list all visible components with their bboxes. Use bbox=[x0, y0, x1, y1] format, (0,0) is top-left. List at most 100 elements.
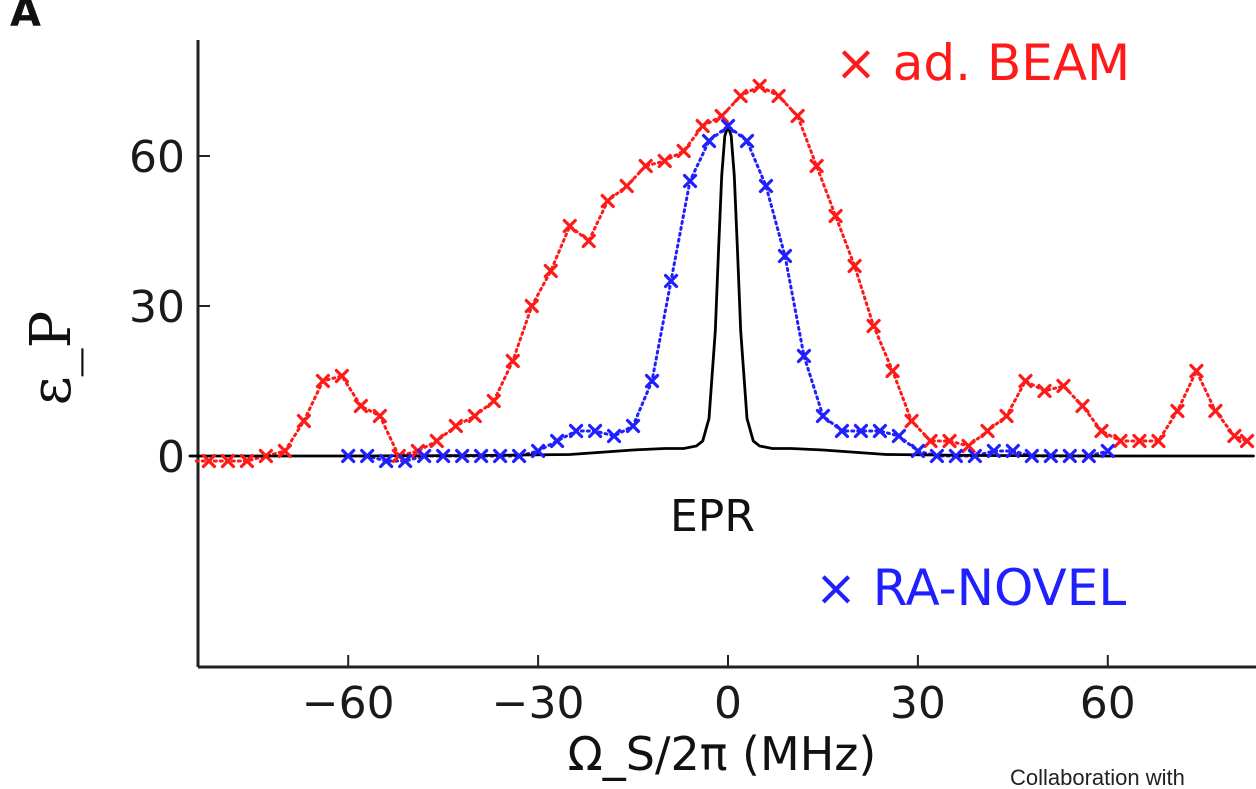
data-point-ra-novel bbox=[1043, 448, 1058, 464]
data-point-ad-beam bbox=[334, 368, 349, 384]
x-tick-label: 0 bbox=[714, 678, 742, 729]
data-point-ra-novel bbox=[853, 423, 869, 439]
panel-letter: A bbox=[10, 0, 41, 36]
data-point-ad-beam bbox=[600, 193, 615, 209]
data-point-ad-beam bbox=[828, 208, 843, 224]
data-point-ra-novel bbox=[986, 443, 1001, 459]
data-point-ra-novel bbox=[663, 273, 679, 289]
data-point-ad-beam bbox=[220, 453, 236, 469]
epr-annotation: EPR bbox=[670, 491, 755, 542]
data-point-ra-novel bbox=[549, 433, 565, 449]
data-point-ad-beam bbox=[1132, 433, 1147, 449]
data-point-ad-beam bbox=[1075, 398, 1090, 414]
data-point-ad-beam bbox=[619, 178, 634, 194]
data-point-ad-beam bbox=[1170, 403, 1185, 419]
data-point-ra-novel bbox=[720, 118, 736, 134]
y-tick-label: 30 bbox=[129, 282, 185, 333]
data-point-ra-novel bbox=[910, 443, 926, 459]
data-point-ad-beam bbox=[942, 433, 957, 449]
data-point-ra-novel bbox=[587, 423, 603, 439]
data-point-ra-novel bbox=[1062, 448, 1077, 464]
series-line-epr bbox=[188, 121, 1255, 458]
data-point-ad-beam bbox=[239, 453, 255, 469]
data-point-ra-novel bbox=[625, 418, 641, 434]
data-point-ad-beam bbox=[1208, 403, 1223, 419]
data-point-ad-beam bbox=[961, 438, 976, 454]
data-point-ra-novel bbox=[512, 448, 527, 464]
data-point-ra-novel bbox=[948, 448, 963, 464]
data-point-ad-beam bbox=[277, 443, 292, 459]
data-point-ra-novel bbox=[436, 448, 451, 464]
plot-marks bbox=[201, 78, 1255, 469]
data-point-ad-beam bbox=[258, 448, 274, 464]
data-point-ad-beam bbox=[448, 418, 463, 434]
data-point-ra-novel bbox=[758, 178, 774, 194]
data-point-ad-beam bbox=[201, 453, 217, 469]
series-line-ra-novel bbox=[346, 124, 1110, 463]
data-point-ad-beam bbox=[1056, 378, 1071, 394]
data-point-ra-novel bbox=[398, 453, 413, 469]
data-point-ad-beam bbox=[638, 158, 653, 174]
credit-text: Collaboration with bbox=[1010, 765, 1185, 789]
data-point-ad-beam bbox=[714, 108, 729, 124]
data-point-ad-beam bbox=[315, 373, 330, 389]
data-point-ad-beam bbox=[1037, 383, 1052, 399]
data-point-ra-novel bbox=[739, 133, 755, 149]
legend-beam: × ad. BEAM bbox=[835, 34, 1130, 92]
data-point-ad-beam bbox=[1018, 373, 1033, 389]
data-point-ad-beam bbox=[809, 158, 824, 174]
data-point-ra-novel bbox=[474, 448, 489, 464]
data-point-ad-beam bbox=[429, 433, 444, 449]
data-point-ra-novel bbox=[872, 423, 888, 439]
data-point-ad-beam bbox=[999, 408, 1014, 424]
data-point-ad-beam bbox=[866, 318, 881, 334]
series-line-ad-beam bbox=[194, 84, 1249, 463]
data-point-ad-beam bbox=[885, 363, 900, 379]
data-point-ad-beam bbox=[1239, 433, 1255, 449]
data-point-ra-novel bbox=[1005, 443, 1020, 459]
data-point-ra-novel bbox=[455, 448, 470, 464]
data-point-ad-beam bbox=[581, 233, 596, 249]
data-point-ra-novel bbox=[815, 408, 831, 424]
data-point-ad-beam bbox=[980, 423, 995, 439]
data-point-ra-novel bbox=[530, 443, 546, 459]
data-point-ra-novel bbox=[929, 448, 944, 464]
y-tick-label: 60 bbox=[129, 132, 185, 183]
y-axis-label: ε_P bbox=[19, 311, 84, 406]
data-point-ad-beam bbox=[1113, 433, 1128, 449]
data-point-ad-beam bbox=[562, 218, 577, 234]
data-point-ra-novel bbox=[1024, 448, 1039, 464]
data-point-ad-beam bbox=[923, 433, 938, 449]
x-tick-label: −60 bbox=[302, 678, 395, 729]
data-point-ad-beam bbox=[790, 108, 805, 124]
legend-ranovel: × RA-NOVEL bbox=[815, 559, 1126, 617]
data-point-ra-novel bbox=[967, 448, 982, 464]
data-point-ra-novel bbox=[606, 428, 622, 444]
data-point-ra-novel bbox=[1081, 448, 1096, 464]
data-point-ra-novel bbox=[891, 428, 907, 444]
data-point-ra-novel bbox=[834, 423, 850, 439]
data-point-ad-beam bbox=[467, 408, 482, 424]
data-point-ad-beam bbox=[1227, 428, 1242, 444]
x-axis-label: Ω_S/2π (MHz) bbox=[568, 727, 877, 781]
data-point-ad-beam bbox=[771, 88, 786, 104]
data-point-ra-novel bbox=[379, 453, 394, 469]
x-tick-label: 30 bbox=[890, 678, 946, 729]
data-point-ra-novel bbox=[341, 448, 356, 464]
data-point-ad-beam bbox=[505, 353, 520, 369]
data-point-ad-beam bbox=[524, 298, 539, 314]
data-point-ad-beam bbox=[752, 78, 767, 94]
data-point-ad-beam bbox=[657, 153, 672, 169]
data-point-ad-beam bbox=[296, 413, 311, 429]
data-point-ad-beam bbox=[1189, 363, 1204, 379]
data-point-ad-beam bbox=[904, 413, 919, 429]
data-point-ad-beam bbox=[695, 118, 710, 134]
data-point-ad-beam bbox=[353, 398, 368, 414]
x-tick-label: 60 bbox=[1080, 678, 1136, 729]
data-point-ra-novel bbox=[1100, 443, 1115, 459]
data-point-ra-novel bbox=[777, 248, 793, 264]
data-point-ra-novel bbox=[568, 423, 584, 439]
data-point-ra-novel bbox=[360, 448, 375, 464]
plot-lines bbox=[188, 84, 1255, 463]
